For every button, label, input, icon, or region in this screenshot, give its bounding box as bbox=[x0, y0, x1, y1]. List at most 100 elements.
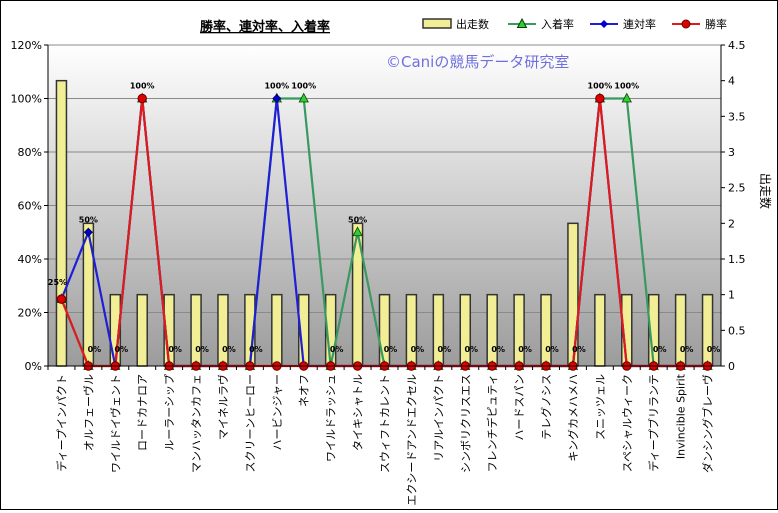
bar-starts bbox=[136, 293, 148, 367]
bar-starts bbox=[486, 293, 498, 367]
data-label: 0% bbox=[88, 345, 102, 354]
bar-starts bbox=[432, 293, 445, 367]
y-tick-label: 100% bbox=[11, 93, 42, 106]
x-tick-label: マイネルラヴ bbox=[216, 374, 230, 440]
x-tick-label: オルフェーヴル bbox=[81, 374, 95, 451]
bar-starts bbox=[217, 293, 229, 367]
marker-win bbox=[56, 294, 67, 304]
data-labels: 25%0% 0%100%0% 0% 0% 0%100% 100%0%50%0% 0% 0% 0%… bbox=[48, 82, 720, 355]
bar-series-starts bbox=[55, 79, 714, 367]
bar-starts bbox=[190, 293, 202, 367]
legend-swatch-starts bbox=[422, 18, 452, 29]
y-tick-label: 20% bbox=[18, 307, 42, 320]
bar-starts bbox=[459, 293, 472, 367]
y2-tick-label: 1 bbox=[728, 289, 735, 302]
data-label: 0% bbox=[249, 345, 263, 354]
legend-label: 勝率 bbox=[705, 17, 727, 31]
axes: 0% 20% 40% 60% 80% 100% 120% 0 0.5 1 1.5 2 2.5 3 3.5 4 4… bbox=[11, 39, 746, 506]
x-tick-label: ネオフ bbox=[298, 374, 311, 407]
x-tick-label: スウィフトカレント bbox=[379, 374, 392, 473]
marker-placed bbox=[298, 92, 309, 103]
x-tick-label: ディープブリランテ bbox=[647, 374, 661, 472]
y-tick-label: 80% bbox=[18, 146, 42, 159]
watermark-text: ©Caniの競馬データ研究室 bbox=[386, 53, 569, 71]
legend-label: 連対率 bbox=[623, 17, 656, 31]
data-label: 0% bbox=[491, 345, 505, 354]
y2-tick-label: 2.5 bbox=[728, 182, 746, 195]
bar-starts bbox=[378, 293, 391, 367]
legend: 出走数 入着率 連対率 勝率 bbox=[422, 17, 727, 31]
legend-marker-placed bbox=[516, 17, 528, 28]
x-tick-label: タイキシャトル bbox=[352, 374, 365, 451]
bar-starts bbox=[540, 293, 552, 367]
data-label: 0% bbox=[518, 345, 532, 354]
y2-tick-label: 3 bbox=[728, 146, 735, 159]
data-label: 0% bbox=[438, 345, 452, 354]
data-label: 0% bbox=[680, 345, 694, 354]
bar-starts bbox=[513, 293, 525, 367]
data-label: 100% bbox=[291, 82, 316, 91]
x-tick-label: マンハッタンカフェ bbox=[190, 374, 203, 473]
data-label: 25% bbox=[48, 278, 67, 287]
x-tick-label: エクシードアンドエクセル bbox=[405, 374, 418, 506]
bar-starts bbox=[405, 293, 418, 367]
legend-label: 入着率 bbox=[541, 17, 574, 31]
legend-marker-rentai bbox=[600, 20, 608, 28]
y2-tick-label: 0.5 bbox=[728, 324, 746, 337]
y2-tick-label: 4.5 bbox=[728, 39, 746, 52]
data-label: 100% bbox=[130, 82, 155, 91]
legend-label-starts: 出走数 bbox=[456, 17, 489, 31]
marker-win bbox=[595, 93, 605, 104]
data-label: 0% bbox=[330, 345, 344, 354]
data-label: 0% bbox=[653, 345, 667, 354]
bar-starts bbox=[594, 293, 606, 367]
x-tick-label: ロードカナロア bbox=[136, 374, 149, 451]
data-label: 0% bbox=[384, 345, 398, 354]
data-label: 0% bbox=[115, 345, 129, 354]
y2-axis-label: 出走数 bbox=[758, 173, 773, 209]
y2-tick-label: 2 bbox=[728, 217, 735, 230]
x-tick-label: ディープインパクト bbox=[54, 374, 68, 472]
x-tick-label: リアルインパクト bbox=[432, 374, 445, 462]
x-tick-label: シンボリクリスエス bbox=[459, 374, 472, 473]
y-tick-label: 60% bbox=[18, 200, 42, 213]
marker-placed bbox=[621, 92, 632, 103]
data-label: 0% bbox=[168, 345, 182, 354]
y2-tick-label: 0 bbox=[728, 360, 735, 373]
y-tick-label: 40% bbox=[18, 253, 42, 266]
x-tick-label: フレンチデピュティ bbox=[485, 374, 499, 472]
x-tick-label: ルーラーシップ bbox=[163, 374, 176, 451]
marker-win bbox=[137, 93, 147, 104]
data-label: 50% bbox=[79, 215, 98, 224]
y2-tick-label: 3.5 bbox=[728, 110, 746, 123]
marker-placed bbox=[352, 226, 363, 237]
x-tick-label: キングカメハメハ bbox=[566, 374, 580, 462]
data-label: 0% bbox=[707, 345, 721, 354]
x-tick-label: ダンシングブレーヴ bbox=[701, 374, 715, 473]
x-tick-label: スニッツェル bbox=[594, 374, 607, 440]
data-label: 0% bbox=[411, 345, 425, 354]
bar-starts bbox=[674, 293, 687, 367]
data-label: 100% bbox=[614, 82, 639, 91]
x-tick-label: ハードスパン bbox=[513, 374, 526, 441]
bar-starts bbox=[271, 293, 283, 367]
bar-starts bbox=[55, 79, 68, 367]
y2-tick-label: 1.5 bbox=[728, 253, 746, 266]
marker-rentai bbox=[272, 93, 282, 104]
marker-rentai bbox=[83, 227, 93, 237]
y2-tick-label: 4 bbox=[728, 75, 735, 88]
x-tick-label: ワイルドイヴェント bbox=[108, 374, 122, 473]
x-tick-label: Invincible Spirit bbox=[675, 373, 688, 459]
data-label: 0% bbox=[545, 345, 559, 354]
x-tick-label: ハービンジャー bbox=[271, 374, 284, 450]
chart-title: 勝率、連対率、入着率 bbox=[200, 19, 330, 35]
bar-starts bbox=[701, 293, 714, 367]
data-label: 50% bbox=[348, 215, 367, 224]
data-label: 0% bbox=[464, 345, 478, 354]
data-label: 0% bbox=[572, 345, 586, 354]
x-tick-label: スペシャルウィーク bbox=[621, 374, 634, 472]
data-label: 100% bbox=[588, 82, 613, 91]
data-label: 100% bbox=[264, 82, 289, 91]
x-tick-label: テレグノシス bbox=[539, 374, 553, 440]
